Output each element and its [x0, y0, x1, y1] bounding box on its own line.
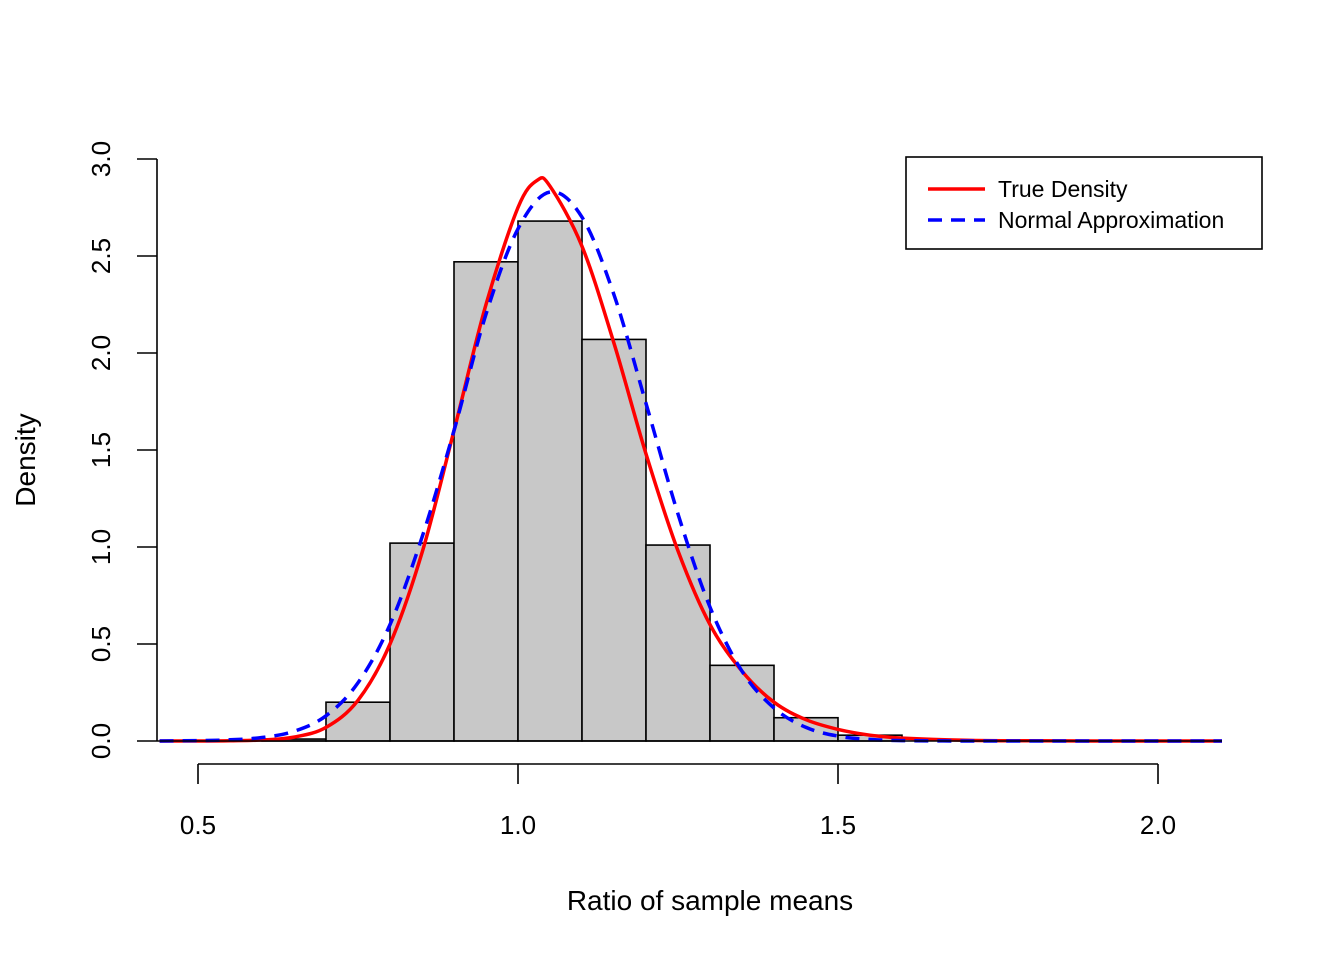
true-density-line [159, 175, 1222, 743]
histogram-bar [517, 220, 583, 742]
y-tick-label: 1.5 [86, 432, 116, 468]
normal-approximation-line [159, 190, 1222, 743]
x-tick-label: 1.0 [500, 810, 536, 840]
y-tick-label: 2.0 [86, 335, 116, 371]
y-tick-label: 2.5 [86, 238, 116, 274]
histogram-bar [709, 664, 775, 742]
x-tick-label: 0.5 [180, 810, 216, 840]
y-axis: 0.0 0.5 1.0 1.5 2.0 2.5 3.0 [86, 141, 158, 759]
x-axis-title: Ratio of sample means [567, 885, 853, 916]
x-tick-label: 1.5 [820, 810, 856, 840]
legend-label-normal-approximation: Normal Approximation [998, 207, 1224, 233]
legend-label-true-density: True Density [998, 176, 1128, 202]
legend-box [905, 156, 1263, 250]
histogram-bar [389, 542, 455, 742]
histogram-bar [453, 261, 519, 742]
histogram-bar [645, 544, 711, 742]
histogram-bars [261, 220, 903, 742]
y-tick-label: 0.0 [86, 723, 116, 759]
x-axis: 0.5 1.0 1.5 2.0 [157, 740, 1222, 840]
y-axis-title: Density [10, 413, 41, 506]
legend: True Density Normal Approximation [905, 156, 1263, 250]
histogram-bar [581, 338, 647, 742]
y-tick-label: 3.0 [86, 141, 116, 177]
density-curves [159, 175, 1222, 743]
x-tick-label: 2.0 [1140, 810, 1176, 840]
y-tick-label: 1.0 [86, 529, 116, 565]
y-tick-label: 0.5 [86, 626, 116, 662]
